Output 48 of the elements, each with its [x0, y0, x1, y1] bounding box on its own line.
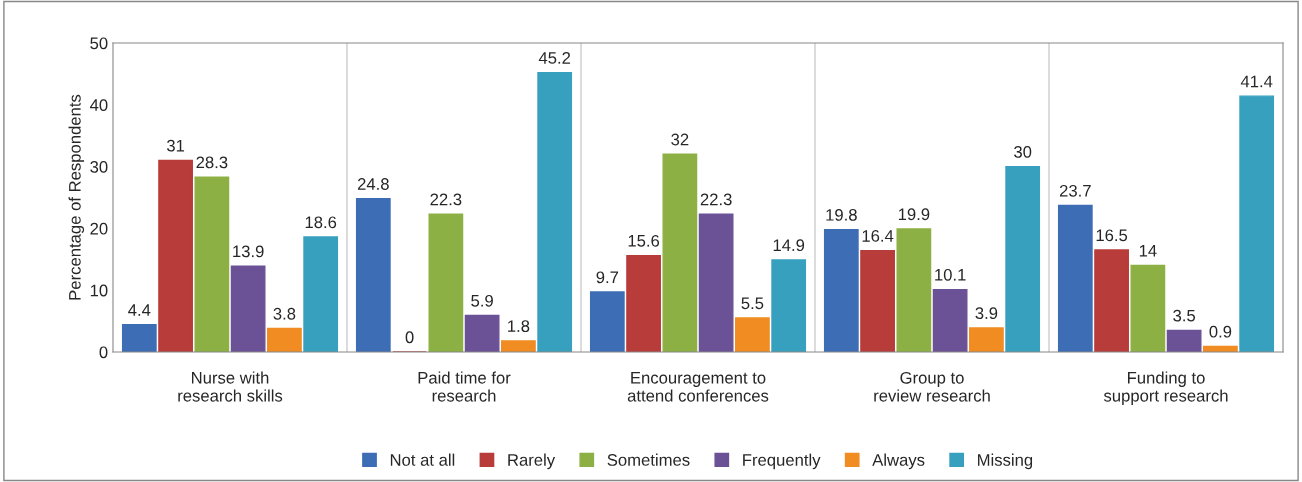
y-tick-label: 40	[89, 99, 108, 111]
data-label: 4.4	[128, 304, 151, 316]
y-tick-label: 20	[90, 222, 108, 235]
data-label: 30	[1014, 145, 1032, 158]
y-tick-label: 0	[99, 346, 108, 359]
legend-label: Rarely	[508, 453, 556, 470]
legend-label: Sometimes	[607, 453, 690, 466]
data-label: 15.6	[628, 234, 660, 247]
data-label: 19.9	[898, 208, 930, 221]
data-label: 32	[671, 133, 689, 146]
data-label: 14	[1139, 245, 1157, 257]
y-axis-title: Percentage of Respondents	[68, 94, 85, 300]
legend-label: Always	[872, 453, 925, 470]
data-label: 41.4	[1240, 75, 1273, 88]
data-label: 13.9	[233, 245, 264, 258]
data-label: 22.3	[430, 193, 462, 206]
y-tick-label: 30	[90, 161, 108, 173]
data-label: 0.9	[1209, 325, 1232, 338]
data-label: 3.9	[975, 307, 998, 320]
data-label: 14.9	[773, 239, 805, 252]
data-label: 3.8	[273, 307, 296, 320]
data-label: 0	[405, 331, 414, 344]
data-label: 23.7	[1059, 184, 1091, 197]
data-label: 18.6	[305, 216, 337, 229]
data-label: 10.1	[935, 268, 966, 281]
data-label: 16.4	[862, 230, 894, 242]
data-label: 5.5	[741, 297, 764, 310]
x-tick-label: Encouragement to attend conferences	[627, 372, 769, 402]
data-label: 19.8	[826, 208, 857, 221]
data-label: 9.7	[596, 271, 619, 284]
data-label: 22.3	[700, 193, 732, 206]
data-label: 45.2	[538, 52, 571, 64]
data-label: 28.3	[196, 156, 228, 169]
data-label: 16.5	[1096, 229, 1128, 242]
legend-label: Frequently	[743, 453, 821, 470]
legend-label: Not at all	[390, 453, 455, 466]
data-label: 1.8	[508, 320, 530, 333]
x-tick-label: Nurse with research skills	[178, 371, 283, 402]
data-label: 3.5	[1173, 309, 1196, 322]
y-tick-label: 10	[90, 284, 108, 297]
data-label: 24.8	[357, 178, 389, 190]
legend-label: Missing	[978, 453, 1033, 470]
x-tick-label: Paid time for research	[418, 371, 511, 402]
data-label: 5.9	[471, 294, 493, 307]
y-tick-label: 50	[90, 37, 108, 50]
x-tick-label: Funding to support research	[1103, 371, 1228, 405]
data-label: 31	[166, 139, 185, 152]
x-tick-label: Group to review research	[874, 371, 990, 402]
